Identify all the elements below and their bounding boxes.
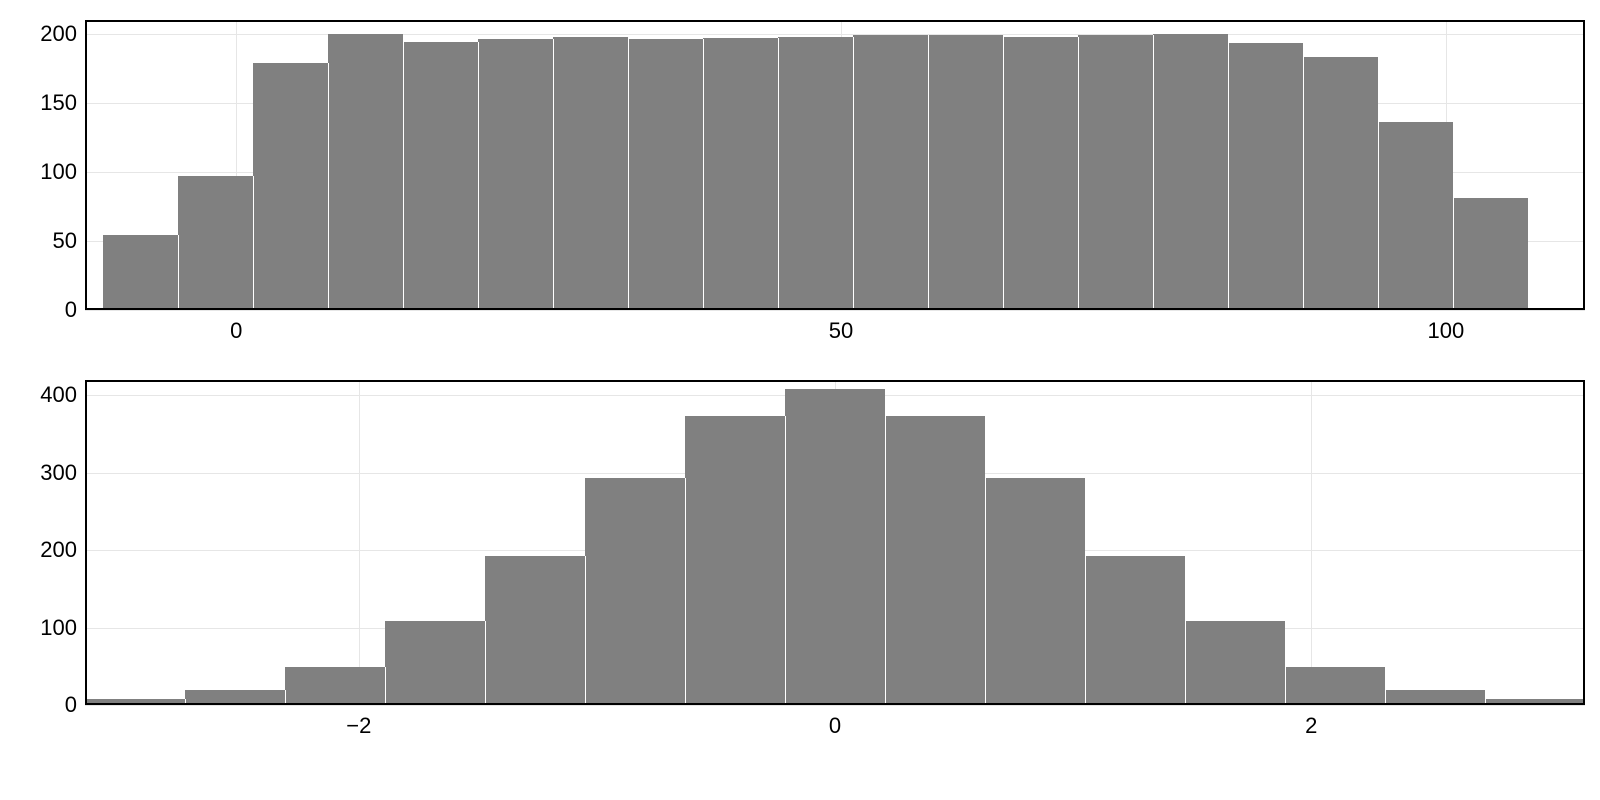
gridline-horizontal xyxy=(85,705,1585,706)
x-tick-label: 50 xyxy=(829,310,853,344)
gridline-horizontal xyxy=(85,34,1585,35)
histogram-bar xyxy=(103,235,178,310)
histogram-bar xyxy=(685,416,785,705)
histogram-bar xyxy=(585,478,685,705)
x-tick-label: 0 xyxy=(230,310,242,344)
histogram-bar xyxy=(403,42,478,310)
histogram-bar xyxy=(1285,667,1385,705)
histogram-bar xyxy=(85,699,185,705)
histogram-bar xyxy=(253,63,328,310)
histogram-bar xyxy=(1385,690,1485,705)
y-tick-label: 0 xyxy=(65,692,85,718)
bottom-histogram-plot-area: 0100200300400−202 xyxy=(85,380,1585,705)
histogram-bar xyxy=(1228,43,1303,310)
x-tick-label: −2 xyxy=(346,705,371,739)
bar-separator xyxy=(685,478,686,705)
bar-separator xyxy=(785,416,786,705)
bar-separator xyxy=(1285,667,1286,705)
histogram-bar xyxy=(385,621,485,705)
y-tick-label: 300 xyxy=(40,460,85,486)
y-tick-label: 200 xyxy=(40,537,85,563)
bar-separator xyxy=(1003,37,1004,310)
bar-separator xyxy=(478,42,479,310)
x-tick-label: 2 xyxy=(1305,705,1317,739)
bar-separator xyxy=(403,42,404,310)
histogram-bar xyxy=(703,38,778,310)
histogram-bar xyxy=(328,34,403,310)
bar-separator xyxy=(1385,690,1386,705)
bar-separator xyxy=(853,37,854,310)
histogram-bar xyxy=(185,690,285,705)
bar-separator xyxy=(285,690,286,705)
x-tick-label: 0 xyxy=(829,705,841,739)
bar-separator xyxy=(553,39,554,310)
bar-separator xyxy=(1453,198,1454,310)
histogram-bar xyxy=(485,556,585,705)
histogram-bar xyxy=(178,176,253,310)
bar-separator xyxy=(1303,57,1304,310)
y-tick-label: 150 xyxy=(40,90,85,116)
bar-separator xyxy=(585,556,586,705)
bar-separator xyxy=(178,235,179,310)
histogram-bar xyxy=(1185,621,1285,705)
histogram-bar xyxy=(853,35,928,310)
bar-separator xyxy=(1485,699,1486,705)
bar-separator xyxy=(328,63,329,310)
histogram-bar xyxy=(785,389,885,705)
bar-separator xyxy=(778,38,779,310)
histogram-bar xyxy=(478,39,553,310)
bar-separator xyxy=(928,35,929,310)
histogram-bar xyxy=(1303,57,1378,310)
bar-separator xyxy=(1378,122,1379,310)
histogram-bar xyxy=(1153,34,1228,310)
bar-separator xyxy=(985,478,986,705)
bar-separator xyxy=(385,667,386,705)
bar-separator xyxy=(1085,556,1086,705)
gridline-vertical xyxy=(359,380,360,705)
histogram-bar xyxy=(1085,556,1185,705)
bar-separator xyxy=(253,176,254,310)
bar-separator xyxy=(703,39,704,310)
histogram-bar xyxy=(1453,198,1528,310)
bar-separator xyxy=(1153,35,1154,310)
bar-separator xyxy=(628,39,629,310)
histogram-bar xyxy=(885,416,985,705)
y-tick-label: 400 xyxy=(40,382,85,408)
gridline-horizontal xyxy=(85,310,1585,311)
histogram-bar xyxy=(628,39,703,310)
histogram-bar xyxy=(285,667,385,705)
gridline-vertical xyxy=(1311,380,1312,705)
histogram-bar xyxy=(1078,35,1153,310)
histogram-bar xyxy=(778,37,853,310)
y-tick-label: 100 xyxy=(40,159,85,185)
page: 050100150200050100 0100200300400−202 xyxy=(0,0,1600,800)
histogram-bar xyxy=(1485,699,1585,705)
bar-separator xyxy=(185,699,186,705)
histogram-bar xyxy=(553,37,628,310)
bar-separator xyxy=(1185,621,1186,705)
top-histogram-plot-area: 050100150200050100 xyxy=(85,20,1585,310)
x-tick-label: 100 xyxy=(1428,310,1465,344)
y-tick-label: 50 xyxy=(53,228,85,254)
y-tick-label: 200 xyxy=(40,21,85,47)
histogram-bar xyxy=(1378,122,1453,310)
bar-separator xyxy=(1228,43,1229,310)
y-tick-label: 100 xyxy=(40,615,85,641)
bar-separator xyxy=(1078,37,1079,310)
bar-separator xyxy=(885,416,886,705)
histogram-bar xyxy=(985,478,1085,705)
y-tick-label: 0 xyxy=(65,297,85,323)
histogram-bar xyxy=(1003,37,1078,310)
histogram-bar xyxy=(928,35,1003,310)
bar-separator xyxy=(485,621,486,705)
